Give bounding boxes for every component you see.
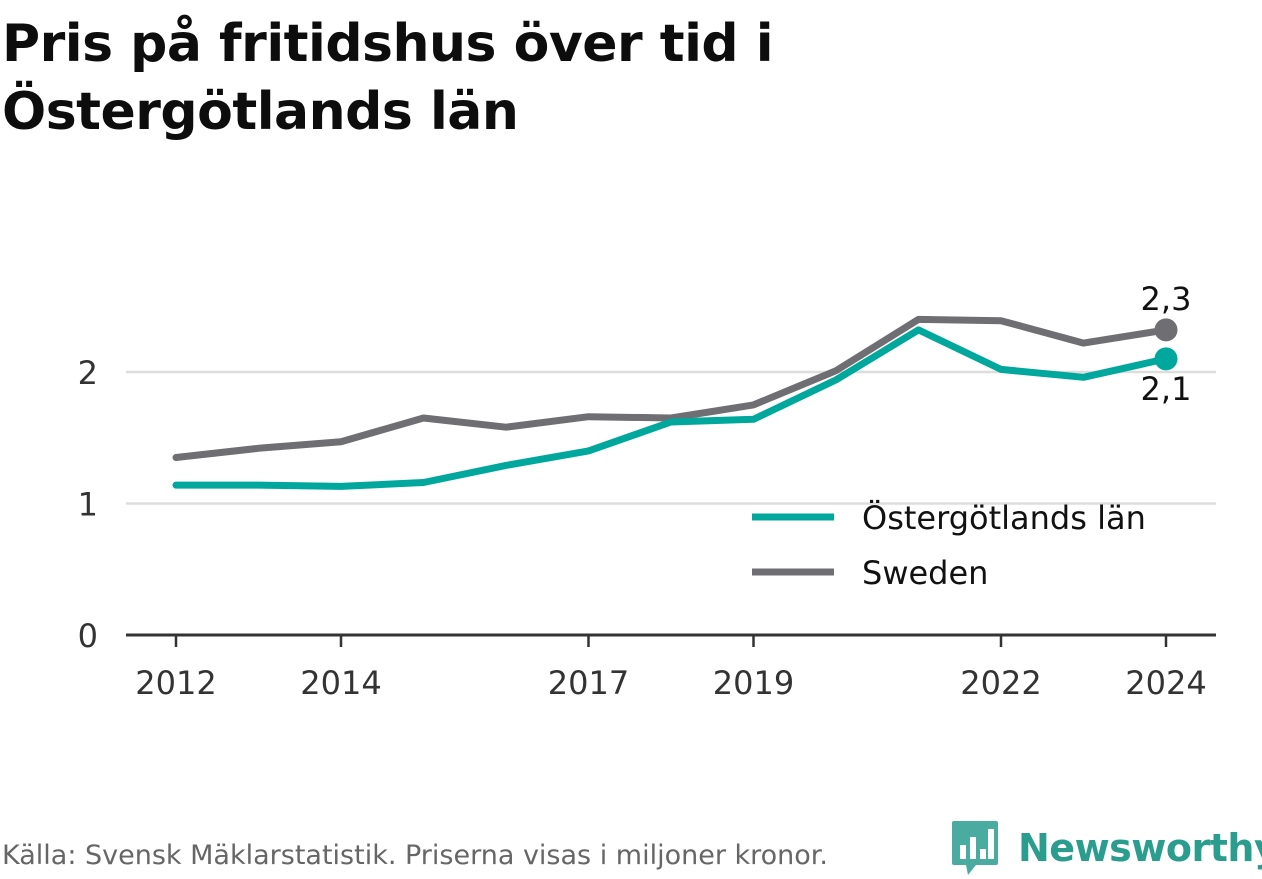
- y-tick-label-2: 2: [78, 354, 98, 392]
- legend-label-sweden: Sweden: [862, 554, 988, 592]
- y-axis-labels: 0 1 2: [78, 354, 98, 655]
- end-markers: 2,1 2,3: [1141, 280, 1192, 408]
- legend: Östergötlands län Sweden: [752, 499, 1146, 592]
- series-lines: [172, 315, 1170, 490]
- series-line-ostergotland: [172, 326, 1170, 490]
- chart-title: Pris på fritidshus över tid i Östergötla…: [2, 14, 774, 142]
- x-tick-label-2024: 2024: [1125, 664, 1206, 702]
- x-axis: 2012 2014 2017 2019 2022 2024: [126, 633, 1216, 702]
- x-tick-label-2012: 2012: [135, 664, 216, 702]
- brand-logo: Newsworthy: [950, 818, 1262, 878]
- brand-name: Newsworthy: [1018, 826, 1262, 870]
- x-tick-label-2019: 2019: [713, 664, 794, 702]
- end-point-ostergotland: [1154, 347, 1178, 371]
- y-tick-label-1: 1: [78, 486, 98, 524]
- x-tick-label-2017: 2017: [548, 664, 629, 702]
- x-tick-label-2022: 2022: [960, 664, 1041, 702]
- source-note: Källa: Svensk Mäklarstatistik. Priserna …: [2, 840, 829, 871]
- x-tick-label-2014: 2014: [300, 664, 381, 702]
- end-label-sweden: 2,3: [1141, 280, 1192, 318]
- y-tick-label-0: 0: [78, 617, 98, 655]
- end-label-ostergotland: 2,1: [1141, 370, 1192, 408]
- bar-chart-speech-bubble-icon: [952, 821, 998, 875]
- legend-label-ostergotland: Östergötlands län: [862, 499, 1146, 537]
- end-point-sweden: [1154, 318, 1178, 342]
- series-line-sweden: [172, 315, 1170, 461]
